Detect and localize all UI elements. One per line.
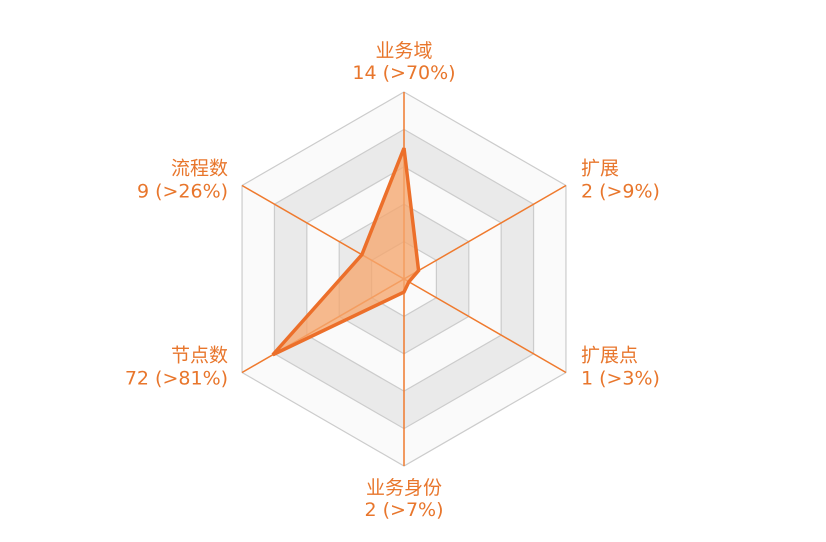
axis-label-name-5: 流程数 — [171, 158, 228, 180]
axis-label-name-0: 业务域 — [375, 40, 432, 62]
axis-label-value-1: 2 (>9%) — [581, 181, 660, 203]
axis-label-name-1: 扩展 — [581, 158, 619, 180]
axis-label-value-3: 2 (>7%) — [364, 499, 443, 521]
axis-label-value-5: 9 (>26%) — [137, 181, 228, 203]
radar-series — [271, 147, 421, 357]
axis-line-1 — [403, 184, 567, 280]
axis-label-value-0: 14 (>70%) — [352, 62, 455, 84]
axis-label-name-2: 扩展点 — [581, 345, 638, 367]
axis-line-2 — [403, 278, 567, 374]
series-area — [271, 147, 421, 357]
axis-label-value-2: 1 (>3%) — [581, 368, 660, 390]
axis-label-name-4: 节点数 — [171, 345, 228, 367]
axis-label-name-3: 业务身份 — [366, 477, 442, 499]
axis-label-value-4: 72 (>81%) — [125, 368, 228, 390]
